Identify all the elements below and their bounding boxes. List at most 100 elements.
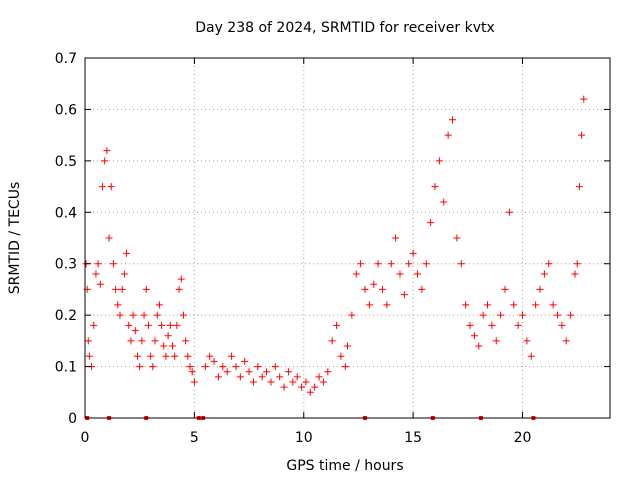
data-point bbox=[337, 352, 345, 360]
data-point bbox=[519, 311, 526, 319]
data-point bbox=[540, 270, 548, 278]
data-point bbox=[409, 249, 417, 257]
data-point bbox=[298, 383, 306, 391]
data-point bbox=[435, 157, 443, 165]
data-point bbox=[125, 321, 133, 329]
data-point bbox=[501, 285, 509, 293]
x-tick-label: 15 bbox=[404, 430, 422, 446]
data-point bbox=[344, 342, 351, 350]
data-point bbox=[536, 285, 544, 293]
data-point bbox=[453, 234, 461, 242]
data-point bbox=[107, 183, 115, 191]
data-point bbox=[127, 337, 135, 345]
data-point bbox=[175, 285, 183, 293]
data-point bbox=[94, 260, 102, 268]
data-point bbox=[105, 234, 113, 242]
data-point bbox=[131, 327, 139, 335]
data-point bbox=[578, 131, 586, 139]
data-point bbox=[431, 183, 439, 191]
data-point bbox=[201, 363, 209, 371]
data-point bbox=[188, 368, 196, 376]
data-point bbox=[96, 280, 104, 288]
data-point bbox=[136, 363, 144, 371]
data-point bbox=[280, 383, 288, 391]
data-point bbox=[186, 363, 194, 371]
data-point bbox=[147, 352, 155, 360]
data-point bbox=[284, 368, 292, 376]
data-point bbox=[396, 270, 404, 278]
data-point bbox=[90, 321, 98, 329]
data-point bbox=[149, 363, 157, 371]
data-point bbox=[573, 260, 581, 268]
data-point bbox=[554, 311, 561, 319]
grid bbox=[85, 58, 610, 418]
data-point bbox=[357, 260, 365, 268]
data-point bbox=[370, 280, 378, 288]
data-point bbox=[492, 337, 500, 345]
data-point bbox=[392, 234, 400, 242]
data-point bbox=[236, 373, 244, 381]
data-point bbox=[405, 260, 413, 268]
data-point bbox=[348, 311, 356, 319]
data-point bbox=[466, 321, 474, 329]
data-point bbox=[532, 301, 540, 309]
data-point bbox=[462, 301, 470, 309]
data-point bbox=[171, 352, 179, 360]
data-point bbox=[116, 311, 124, 319]
data-point bbox=[567, 311, 575, 319]
data-point bbox=[475, 342, 483, 350]
y-tick-label: 0.5 bbox=[55, 154, 77, 170]
y-tick-label: 0.4 bbox=[55, 205, 77, 221]
x-tick-label: 10 bbox=[295, 430, 313, 446]
x-tick-label: 0 bbox=[81, 430, 90, 446]
data-point bbox=[558, 321, 566, 329]
data-point bbox=[254, 363, 262, 371]
data-point bbox=[153, 311, 161, 319]
data-point bbox=[182, 337, 190, 345]
data-point bbox=[103, 147, 111, 155]
data-point bbox=[245, 368, 253, 376]
data-point bbox=[293, 373, 301, 381]
data-point bbox=[562, 337, 570, 345]
data-point bbox=[422, 260, 430, 268]
data-point bbox=[142, 285, 150, 293]
data-point bbox=[184, 352, 192, 360]
data-point bbox=[138, 337, 146, 345]
data-point bbox=[271, 363, 279, 371]
data-point bbox=[249, 378, 257, 386]
data-point bbox=[311, 383, 319, 391]
data-point bbox=[580, 95, 588, 103]
y-tick-label: 0.2 bbox=[55, 308, 77, 324]
data-point bbox=[545, 260, 553, 268]
data-point bbox=[479, 311, 487, 319]
data-point bbox=[162, 352, 170, 360]
data-point bbox=[497, 311, 505, 319]
data-point bbox=[241, 357, 249, 365]
data-point bbox=[177, 275, 185, 283]
y-tick-label: 0.3 bbox=[55, 257, 77, 273]
data-point bbox=[302, 378, 310, 386]
data-point bbox=[85, 352, 93, 360]
data-point bbox=[155, 301, 163, 309]
data-point bbox=[219, 363, 227, 371]
data-point bbox=[400, 291, 408, 299]
data-point bbox=[457, 260, 465, 268]
data-point bbox=[440, 198, 448, 206]
data-point bbox=[84, 337, 92, 345]
data-point bbox=[365, 301, 373, 309]
data-point bbox=[374, 260, 382, 268]
data-point bbox=[289, 378, 297, 386]
x-tick-label: 5 bbox=[190, 430, 199, 446]
data-point bbox=[173, 321, 181, 329]
data-point bbox=[190, 378, 198, 386]
data-point bbox=[206, 352, 214, 360]
y-axis: 0 0.1 0.2 0.3 0.4 0.5 0.6 0.7 bbox=[55, 51, 610, 427]
data-point bbox=[276, 373, 284, 381]
data-point bbox=[263, 368, 271, 376]
data-point bbox=[120, 270, 128, 278]
data-point bbox=[123, 249, 131, 257]
chart-title: Day 238 of 2024, SRMTID for receiver kvt… bbox=[195, 20, 495, 36]
data-point bbox=[134, 352, 141, 360]
data-point bbox=[484, 301, 491, 309]
